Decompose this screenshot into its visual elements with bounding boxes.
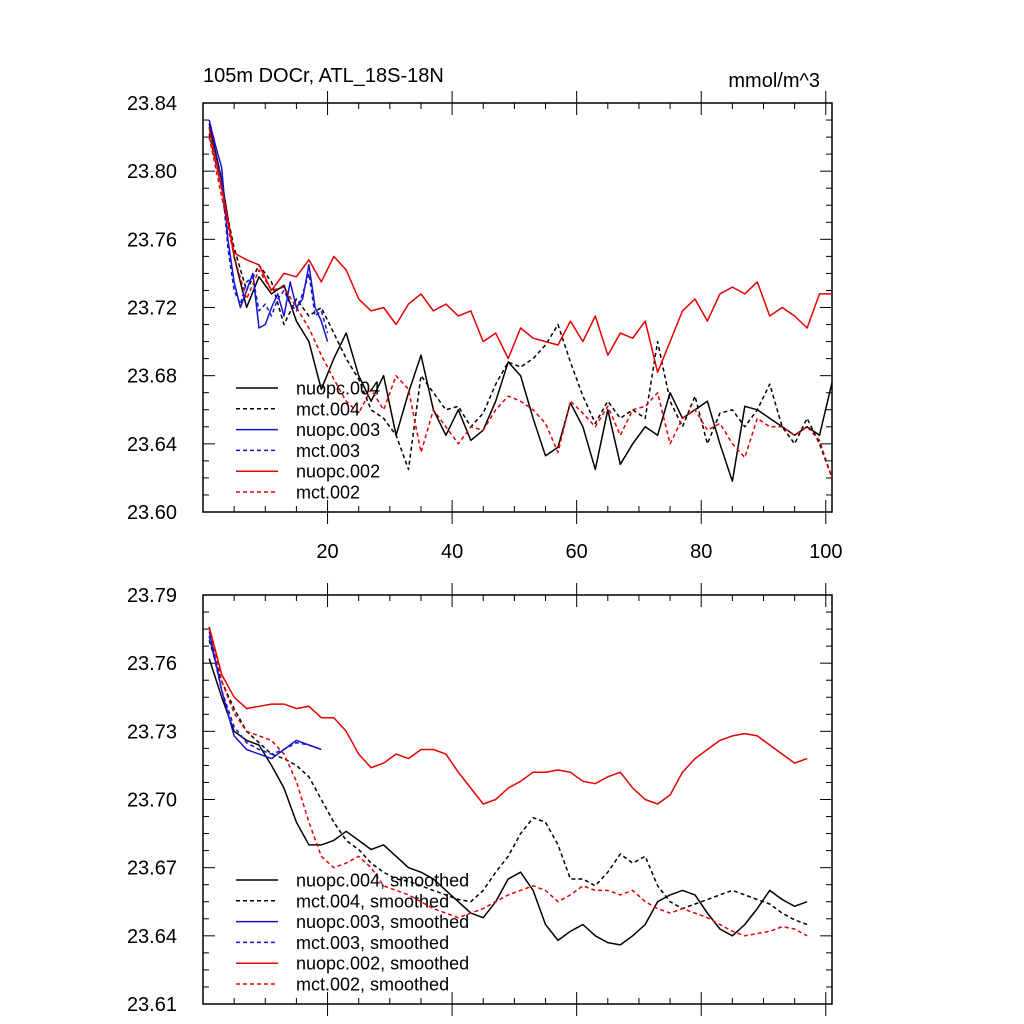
x-tick-label: 80: [690, 541, 712, 563]
y-tick-label: 23.73: [127, 721, 177, 743]
bottom-panel: 23.61 23.64 23.67 23.70 23.73 23.76 23.79 nuopc…: [127, 583, 833, 1016]
x-tick-label: 60: [566, 541, 588, 563]
legend-label: mct.003: [296, 441, 360, 461]
y-axis: 23.61 23.64 23.67 23.70 23.73 23.76 23.79: [127, 585, 832, 1016]
series-line-mct-002: [208, 136, 833, 479]
x-axis: [233, 583, 827, 1016]
legend-label: mct.004: [296, 399, 360, 419]
series-line-nuopc-004-smoothed: [208, 658, 808, 946]
y-tick-label: 23.76: [127, 229, 177, 251]
series-line-mct-002-smoothed: [208, 626, 808, 937]
y-tick-label: 23.68: [127, 366, 177, 388]
legend-label: nuopc.004, smoothed: [296, 871, 469, 891]
y-tick-label: 23.84: [127, 93, 177, 115]
top-panel: 20 40 60 80 100 23.60 23.64 23.68 23.72 23.76 23.8…: [127, 91, 842, 563]
legend-label: mct.002, smoothed: [296, 975, 449, 995]
x-tick-label: 40: [441, 541, 463, 563]
y-tick-label: 23.76: [127, 653, 177, 675]
series-line-nuopc-002: [208, 128, 832, 374]
legend-label: mct.003, smoothed: [296, 933, 449, 953]
legend-label: nuopc.003: [296, 420, 380, 440]
y-tick-label: 23.61: [127, 994, 177, 1016]
series-line-mct-004-smoothed: [208, 640, 808, 926]
legend-label: nuopc.002: [296, 462, 380, 482]
legend-label: mct.002: [296, 483, 360, 503]
series-line-nuopc-003: [208, 119, 329, 342]
y-tick-label: 23.72: [127, 298, 177, 320]
legend-label: nuopc.003, smoothed: [296, 912, 469, 932]
x-axis: 20 40 60 80 100: [233, 91, 842, 563]
legend-label: nuopc.004: [296, 379, 380, 399]
y-tick-label: 23.67: [127, 858, 177, 880]
series-line-mct-003: [208, 126, 329, 334]
x-tick-label: 20: [316, 541, 338, 563]
series-line-mct-003-smoothed: [208, 635, 322, 755]
y-tick-label: 23.80: [127, 161, 177, 183]
x-tick-label: 100: [809, 541, 842, 563]
series-line-nuopc-002-smoothed: [208, 626, 808, 805]
y-tick-label: 23.70: [127, 790, 177, 812]
series-group: [208, 626, 808, 946]
y-tick-label: 23.60: [127, 502, 177, 524]
plot-title: 105m DOCr, ATL_18S-18N: [203, 65, 444, 87]
series-line-nuopc-004: [208, 123, 833, 483]
legend-label: mct.004, smoothed: [296, 891, 449, 911]
series-line-nuopc-003-smoothed: [208, 631, 322, 760]
y-tick-label: 23.64: [127, 434, 177, 456]
y-axis: 23.60 23.64 23.68 23.72 23.76 23.80 23.84: [127, 93, 832, 524]
y-tick-label: 23.64: [127, 926, 177, 948]
units-label: mmol/m^3: [728, 70, 820, 92]
legend-label: nuopc.002, smoothed: [296, 954, 469, 974]
series-line-mct-004: [208, 133, 833, 479]
y-tick-label: 23.79: [127, 585, 177, 607]
series-group: [208, 119, 833, 483]
legend: nuopc.004mct.004nuopc.003mct.003nuopc.00…: [236, 379, 380, 503]
